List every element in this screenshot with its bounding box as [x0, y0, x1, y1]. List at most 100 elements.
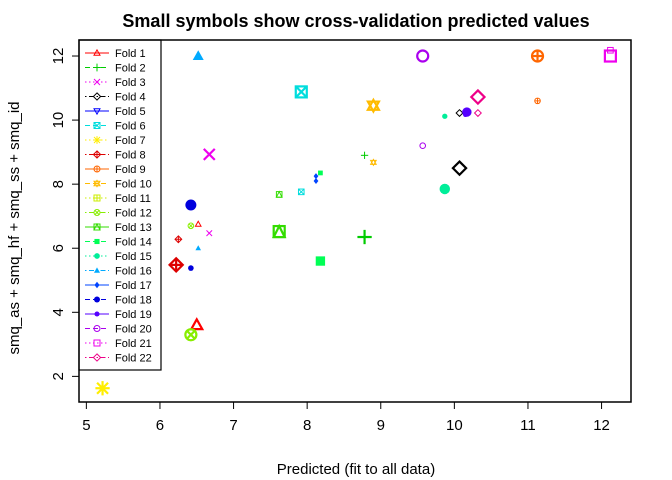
legend-label: Fold 17 — [115, 280, 152, 292]
legend-symbol — [93, 48, 101, 56]
axis-ticks: 5 6 7 8 9 10 11 12 2 4 6 8 10 12 — [50, 48, 610, 434]
plot-frame — [78, 39, 632, 403]
legend-entry: Fold 12 — [85, 208, 152, 220]
point-small-fold-13 — [275, 190, 283, 198]
point-small-fold-14 — [318, 170, 323, 176]
legend-entry: Fold 17 — [85, 280, 152, 292]
legend-symbol — [94, 238, 100, 245]
legend-symbol — [93, 339, 101, 347]
point-small-fold-4 — [455, 108, 464, 118]
legend-label: Fold 21 — [115, 338, 152, 350]
point-large-fold-22 — [469, 88, 487, 106]
legend-label: Fold 8 — [115, 150, 146, 162]
legend-entry: Fold 18 — [85, 295, 152, 307]
point-small-fold-17 — [313, 173, 319, 180]
x-tick-label: 11 — [520, 417, 536, 434]
point-large-fold-1 — [189, 317, 205, 331]
point-large-fold-7 — [95, 381, 110, 396]
legend-entry: Fold 3 — [85, 77, 146, 89]
legend-entry: Fold 11 — [85, 193, 151, 205]
y-axis-label: smq_as + smq_hf + smq_ss + smq_id — [6, 101, 23, 354]
legend: Fold 1 Fold 2 Fold 3 Fold 4 Fold 5 Fold 6 Fold… — [78, 39, 162, 371]
legend-symbol — [93, 325, 101, 332]
y-tick-label: 6 — [50, 244, 67, 252]
chart-title: Small symbols show cross-validation pred… — [122, 11, 589, 31]
legend-symbol — [94, 296, 100, 303]
legend-label: Fold 20 — [115, 324, 152, 336]
legend-label: Fold 12 — [115, 208, 152, 220]
point-small-fold-21 — [607, 46, 614, 54]
x-tick-label: 10 — [446, 417, 463, 434]
legend-label: Fold 7 — [115, 135, 146, 147]
legend-label: Fold 18 — [115, 295, 152, 307]
legend-entry: Fold 7 — [85, 135, 146, 147]
point-small-fold-8 — [174, 235, 183, 244]
point-large-fold-6 — [294, 85, 308, 99]
x-tick-label: 12 — [593, 417, 610, 434]
point-large-fold-10 — [366, 97, 381, 114]
legend-symbol — [93, 122, 101, 129]
legend-symbol — [92, 353, 102, 362]
legend-symbol — [93, 136, 101, 144]
legend-entry: Fold 10 — [85, 179, 152, 191]
point-large-fold-3 — [202, 148, 216, 161]
point-large-fold-2 — [357, 229, 372, 245]
legend-symbol — [93, 63, 101, 72]
y-tick-label: 8 — [50, 180, 67, 188]
x-tick-label: 8 — [303, 417, 311, 434]
legend-entry: Fold 8 — [85, 150, 146, 162]
legend-label: Fold 19 — [115, 309, 152, 321]
legend-label: Fold 11 — [115, 193, 151, 205]
legend-label: Fold 16 — [115, 266, 152, 278]
legend-label: Fold 14 — [115, 237, 152, 249]
x-tick-label: 5 — [82, 417, 90, 434]
y-tick-label: 10 — [50, 112, 67, 129]
point-large-fold-20 — [416, 49, 430, 63]
legend-label: Fold 5 — [115, 106, 146, 118]
legend-entry: Fold 13 — [85, 222, 152, 234]
point-large-fold-14 — [315, 256, 326, 266]
legend-entry: Fold 20 — [85, 324, 152, 336]
point-large-fold-9 — [530, 49, 545, 63]
legend-entry: Fold 21 — [85, 338, 152, 350]
legend-entry: Fold 19 — [85, 309, 152, 321]
y-tick-label: 2 — [50, 372, 67, 380]
legend-symbol — [93, 78, 101, 86]
legend-symbol — [92, 92, 102, 101]
legend-entry: Fold 2 — [85, 63, 146, 75]
legend-label: Fold 15 — [115, 251, 152, 263]
y-tick-label: 4 — [50, 308, 67, 316]
legend-entry: Fold 22 — [85, 353, 152, 365]
legend-label: Fold 2 — [115, 63, 146, 75]
legend-label: Fold 4 — [115, 92, 146, 104]
legend-entry: Fold 1 — [85, 48, 146, 60]
point-large-fold-21 — [603, 49, 617, 63]
legend-entry: Fold 15 — [85, 251, 152, 263]
x-tick-label: 6 — [156, 417, 164, 434]
point-small-fold-10 — [369, 158, 378, 167]
point-large-fold-12 — [184, 328, 198, 342]
legend-symbol — [93, 165, 101, 173]
legend-entry: Fold 9 — [85, 164, 146, 176]
point-small-fold-15 — [442, 113, 448, 119]
legend-symbol — [93, 222, 101, 231]
legend-label: Fold 6 — [115, 121, 146, 133]
legend-symbol — [94, 311, 100, 317]
legend-box — [78, 39, 162, 371]
legend-entry: Fold 6 — [85, 121, 146, 133]
point-small-fold-12 — [187, 222, 195, 230]
legend-symbol — [93, 108, 101, 116]
point-large-fold-16 — [192, 50, 204, 61]
legend-symbol — [94, 253, 100, 259]
legend-label: Fold 10 — [115, 179, 152, 191]
legend-label: Fold 13 — [115, 222, 152, 234]
x-tick-label: 9 — [377, 417, 385, 434]
point-large-fold-15 — [439, 183, 451, 195]
point-small-fold-17 — [313, 177, 319, 185]
point-small-fold-1 — [194, 220, 202, 227]
legend-entry: Fold 5 — [85, 106, 146, 118]
legend-symbol — [94, 281, 100, 289]
legend-symbol — [93, 209, 101, 216]
point-small-fold-3 — [206, 230, 213, 237]
